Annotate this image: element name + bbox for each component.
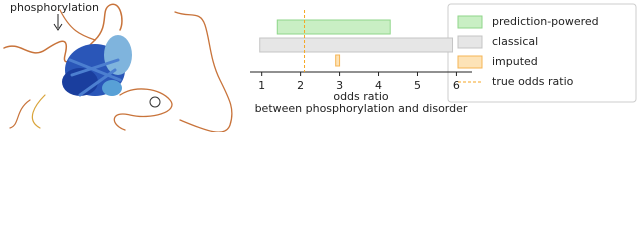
x-tick-label: 5 [414,79,421,92]
legend-label: imputed [492,55,538,68]
interval-bar [276,19,391,35]
protein-structure [3,3,233,132]
legend-label: prediction-powered [492,15,599,28]
x-tick-label: 1 [258,79,265,92]
x-tick-label: 2 [297,79,304,92]
arrow-head [53,23,63,31]
x-tick-label: 4 [375,79,382,92]
legend-label: true odds ratio [492,75,574,88]
x-tick-label: 3 [336,79,343,92]
legend-swatch [457,15,483,29]
interval-bar [259,37,454,53]
legend-swatch [457,35,483,49]
annotation: phosphorylation [10,1,99,14]
x-axis-label: odds ratio [333,90,389,103]
x-axis-label: between phosphorylation and disorder [255,102,468,115]
figure: phosphorylation 1 2 3 4 5 6 odds ratiobetween … [3,1,637,132]
legend [447,3,637,103]
legend-label: classical [492,35,538,48]
interval-bar [335,54,341,67]
x-tick-label: 6 [453,79,460,92]
legend-swatch [457,55,483,69]
